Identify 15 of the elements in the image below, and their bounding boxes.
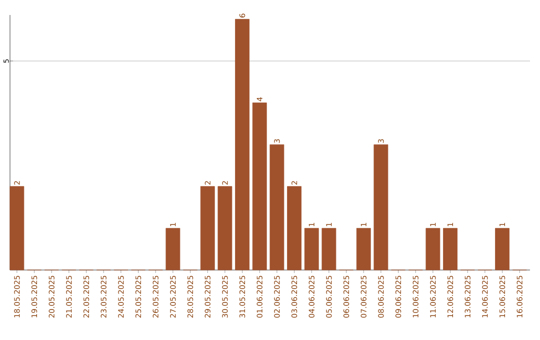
bar: [218, 186, 232, 270]
bar: [252, 102, 267, 270]
bar: [374, 144, 388, 270]
bar: [426, 228, 440, 270]
bar: [10, 186, 24, 270]
bar: [443, 228, 458, 270]
bar: [200, 186, 215, 270]
bar: [166, 228, 180, 270]
bar: [287, 186, 302, 270]
bar: [356, 228, 371, 270]
bar: [304, 228, 319, 270]
bar: [495, 228, 510, 270]
bar: [235, 18, 250, 270]
bar: [322, 228, 336, 270]
bar: [270, 144, 284, 270]
